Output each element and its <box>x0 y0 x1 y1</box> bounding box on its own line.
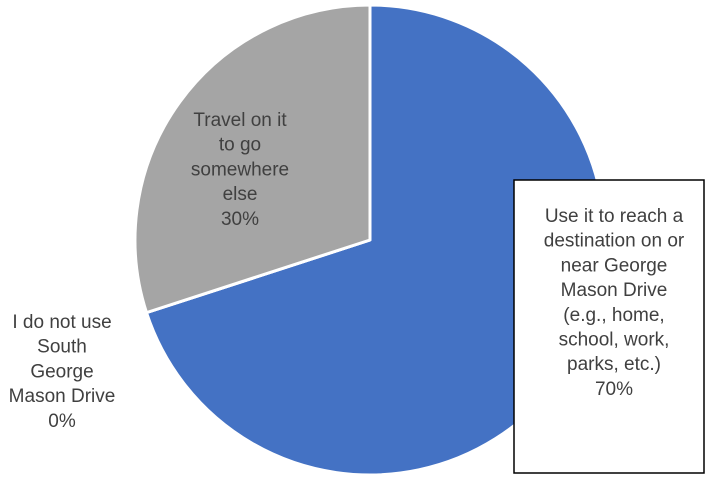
data-label-line: else <box>223 184 258 205</box>
data-label-line: South <box>37 337 87 358</box>
data-label-value: 70% <box>595 379 633 400</box>
data-label-value: 0% <box>48 411 76 432</box>
data-label-line: school, work, <box>559 330 670 351</box>
pie-labels: Use it to reach a destination on or near G… <box>9 110 705 474</box>
pie-slice-2 <box>133 3 372 315</box>
pie-slices <box>133 3 607 477</box>
data-label-1: I do not use South George Mason Drive 0% <box>9 312 116 432</box>
data-label-value: 30% <box>221 209 259 230</box>
data-label-line: Mason Drive <box>561 280 668 301</box>
data-label-box-0 <box>513 179 705 474</box>
data-label-line: George <box>30 361 93 382</box>
data-label-0: Use it to reach a destination on or near G… <box>544 206 685 400</box>
data-label-line: parks, etc.) <box>567 354 661 375</box>
data-label-line: near George <box>561 255 668 276</box>
data-label-line: (e.g., home, <box>563 305 664 326</box>
data-label-line: somewhere <box>191 159 289 180</box>
data-label-2: Travel on it to go somewhere else 30% <box>191 110 289 230</box>
data-label-line: Travel on it <box>193 110 287 131</box>
data-label-line: destination on or <box>544 231 685 252</box>
data-label-line: Mason Drive <box>9 386 116 407</box>
data-label-line: Use it to reach a <box>545 206 684 227</box>
data-label-line: I do not use <box>12 312 111 333</box>
data-label-line: to go <box>219 135 261 156</box>
